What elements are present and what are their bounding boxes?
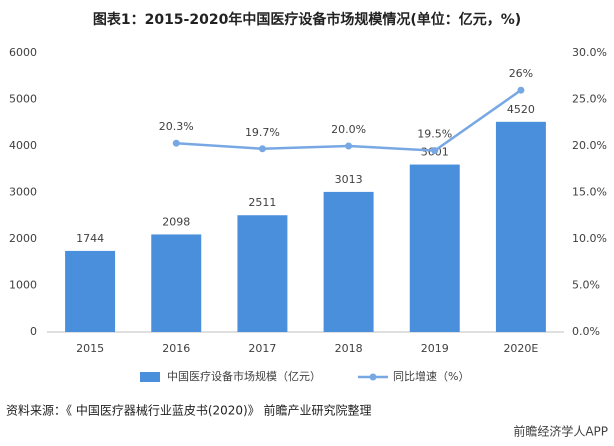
line-label: 19.7% — [245, 126, 280, 139]
bar — [495, 121, 546, 332]
line-label: 20.0% — [331, 123, 366, 136]
bar — [151, 234, 202, 332]
bar-label: 2511 — [248, 196, 276, 209]
line-marker — [431, 147, 439, 155]
bar — [323, 191, 374, 332]
bar — [409, 164, 460, 332]
x-tick-label: 2018 — [335, 342, 363, 355]
chart-title: 图表1：2015-2020年中国医疗设备市场规模情况(单位：亿元，%) — [93, 11, 521, 28]
line — [176, 89, 522, 152]
bar-label: 2098 — [162, 215, 190, 228]
bar-label: 3013 — [335, 173, 363, 186]
y-tick-label: 5000 — [9, 93, 37, 106]
y-tick-label: 2000 — [9, 232, 37, 245]
x-tick-label: 2017 — [248, 342, 276, 355]
bar-label: 1744 — [76, 232, 104, 245]
y2-tick-label: 25.0% — [572, 93, 607, 106]
x-tick-label: 2020E — [503, 342, 538, 355]
y2-tick-label: 5.0% — [572, 279, 600, 292]
line-label: 19.5% — [417, 128, 452, 141]
y-tick-label: 6000 — [9, 46, 37, 59]
legend-swatch — [140, 372, 160, 382]
y-tick-label: 4000 — [9, 139, 37, 152]
line-label: 20.3% — [159, 120, 194, 133]
line-marker — [258, 145, 266, 153]
legend-label: 同比增速（%） — [393, 369, 469, 383]
line-marker — [345, 142, 353, 150]
y2-tick-label: 15.0% — [572, 186, 607, 199]
y2-tick-label: 0.0% — [572, 325, 600, 338]
legend-swatch — [369, 373, 377, 381]
legend-label: 中国医疗设备市场规模（亿元） — [167, 369, 321, 383]
line-marker — [172, 139, 180, 147]
source: 资料来源：《 中国医疗器械行业蓝皮书(2020)》 前瞻产业研究院整理 — [6, 403, 372, 418]
x-tick-label: 2015 — [76, 342, 104, 355]
y-tick-label: 3000 — [9, 186, 37, 199]
bar — [65, 250, 116, 332]
watermark: 前瞻经济学人APP — [513, 424, 608, 439]
y2-tick-label: 10.0% — [572, 232, 607, 245]
x-tick-label: 2019 — [421, 342, 449, 355]
line-marker — [517, 86, 525, 94]
y-tick-label: 0 — [30, 325, 37, 338]
line-label: 26% — [509, 67, 533, 80]
bar — [237, 215, 288, 332]
y2-tick-label: 30.0% — [572, 46, 607, 59]
bar-label: 4520 — [507, 103, 535, 116]
x-tick-label: 2016 — [162, 342, 190, 355]
y-tick-label: 1000 — [9, 279, 37, 292]
y2-tick-label: 20.0% — [572, 139, 607, 152]
